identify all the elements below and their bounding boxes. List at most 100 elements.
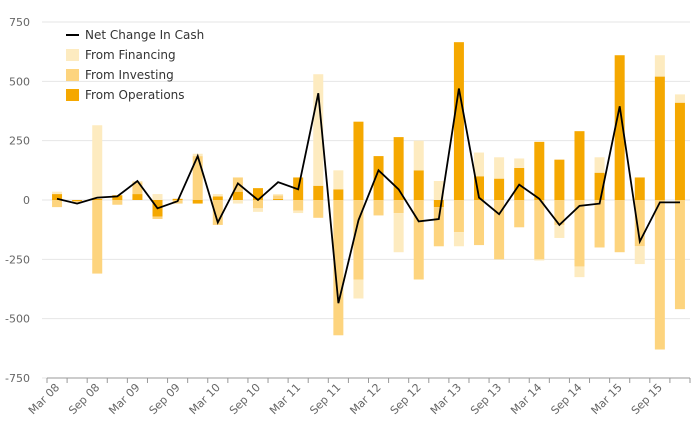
x-tick-label: Sep 10 xyxy=(227,381,263,417)
legend-label: From Operations xyxy=(85,88,185,102)
bar-from-investing-11 xyxy=(273,195,284,199)
bar-from-operations-11 xyxy=(273,198,284,200)
bar-from-operations-21 xyxy=(474,176,485,200)
bar-from-financing-8 xyxy=(212,194,223,197)
bar-from-financing-22 xyxy=(494,157,505,179)
bar-from-financing-14 xyxy=(333,170,344,190)
bar-from-investing-17 xyxy=(393,200,404,214)
bar-from-investing-29 xyxy=(634,200,645,247)
y-tick-label: 500 xyxy=(9,75,30,88)
x-tick-label: Sep 15 xyxy=(629,381,665,417)
bar-from-financing-13 xyxy=(313,74,324,186)
bar-from-operations-28 xyxy=(614,55,625,200)
bar-from-investing-23 xyxy=(514,200,525,228)
bar-from-operations-15 xyxy=(353,121,364,200)
bar-from-investing-3 xyxy=(112,200,123,205)
bar-from-operations-19 xyxy=(433,200,444,208)
bar-from-investing-18 xyxy=(413,200,424,280)
bar-from-operations-17 xyxy=(393,137,404,200)
legend-label: Net Change In Cash xyxy=(85,28,204,42)
bar-from-financing-12 xyxy=(293,210,304,214)
bar-from-investing-31 xyxy=(674,200,685,310)
bar-from-financing-26 xyxy=(574,266,585,278)
legend: Net Change In Cash From Financing From Inv… xyxy=(66,28,204,102)
x-tick-label: Mar 08 xyxy=(26,381,62,417)
bar-from-operations-4 xyxy=(132,194,143,200)
bar-from-operations-7 xyxy=(192,200,203,204)
x-tick-label: Mar 14 xyxy=(508,381,544,417)
bar-from-financing-27 xyxy=(594,157,605,173)
net-change-line xyxy=(56,88,680,304)
y-tick-label: 750 xyxy=(9,16,30,29)
x-tick-label: Mar 10 xyxy=(187,381,223,417)
x-axis: Mar 08 Sep 08 Mar 09 Sep 09 Mar 10 Sep 10 Mar … xyxy=(26,377,691,417)
y-tick-label: -750 xyxy=(5,372,30,385)
bar-from-financing-24 xyxy=(534,259,545,261)
bar-from-operations-8 xyxy=(212,196,223,200)
x-tick-label: Mar 11 xyxy=(267,381,303,417)
bar-from-investing-15 xyxy=(353,200,364,280)
x-tick-label: Mar 13 xyxy=(428,381,464,417)
bar-from-investing-14 xyxy=(333,200,344,336)
bar-from-investing-26 xyxy=(574,200,585,267)
x-tick-label: Mar 12 xyxy=(347,381,383,417)
bar-from-operations-9 xyxy=(232,191,243,200)
bar-from-investing-1 xyxy=(72,201,83,203)
legend-swatch-from-financing xyxy=(66,49,79,61)
bar-from-operations-18 xyxy=(413,170,424,200)
bar-from-operations-24 xyxy=(534,141,545,200)
net-change-line-layer xyxy=(56,88,680,304)
y-tick-label: 0 xyxy=(23,194,30,207)
bar-from-investing-21 xyxy=(474,200,485,246)
bar-from-investing-7 xyxy=(192,156,203,200)
bar-from-financing-0 xyxy=(52,191,63,195)
bar-from-investing-28 xyxy=(614,200,625,253)
bar-from-financing-15 xyxy=(353,279,364,299)
x-tick-label: Sep 09 xyxy=(147,381,183,417)
x-tick-label: Mar 09 xyxy=(106,381,142,417)
bar-from-investing-19 xyxy=(433,207,444,247)
bar-from-financing-19 xyxy=(433,181,444,200)
bar-from-investing-0 xyxy=(52,200,63,208)
bar-from-investing-25 xyxy=(554,200,565,225)
bar-from-investing-24 xyxy=(534,200,545,260)
bar-from-investing-10 xyxy=(252,200,263,209)
bar-from-financing-31 xyxy=(674,94,685,103)
bar-from-investing-20 xyxy=(453,200,464,233)
bar-from-financing-25 xyxy=(554,224,565,238)
y-axis: 750 500 250 0 -250 -500 -750 xyxy=(5,16,30,385)
bar-from-operations-27 xyxy=(594,172,605,200)
bar-from-financing-20 xyxy=(453,232,464,247)
bar-from-financing-11 xyxy=(273,194,284,196)
legend-swatch-from-operations xyxy=(66,89,79,101)
bar-from-financing-10 xyxy=(252,208,263,212)
bar-from-operations-22 xyxy=(494,178,505,200)
bar-from-operations-30 xyxy=(654,76,665,200)
bar-from-operations-25 xyxy=(554,159,565,200)
y-tick-label: 250 xyxy=(9,135,30,148)
x-tick-label: Sep 08 xyxy=(66,381,102,417)
bar-from-financing-29 xyxy=(634,246,645,265)
bar-from-financing-23 xyxy=(514,158,525,168)
y-tick-label: -250 xyxy=(5,253,30,266)
bar-from-investing-2 xyxy=(92,200,103,274)
bar-from-financing-30 xyxy=(654,55,665,77)
y-tick-label: -500 xyxy=(5,313,30,326)
bar-from-investing-16 xyxy=(373,200,384,216)
bar-from-operations-14 xyxy=(333,189,344,200)
bar-from-investing-22 xyxy=(494,200,505,260)
legend-label: From Investing xyxy=(85,68,174,82)
bar-from-investing-30 xyxy=(654,200,665,350)
bar-from-financing-9 xyxy=(232,200,243,204)
bar-from-investing-5 xyxy=(152,216,163,219)
x-tick-label: Sep 14 xyxy=(548,381,584,417)
bar-from-financing-21 xyxy=(474,152,485,177)
bar-from-operations-29 xyxy=(634,177,645,200)
x-tick-label: Sep 12 xyxy=(388,381,424,417)
bar-from-financing-5 xyxy=(152,194,163,200)
bar-from-operations-26 xyxy=(574,131,585,200)
bar-from-operations-3 xyxy=(112,195,123,200)
bar-from-operations-1 xyxy=(72,200,83,202)
bar-from-operations-31 xyxy=(674,102,685,200)
